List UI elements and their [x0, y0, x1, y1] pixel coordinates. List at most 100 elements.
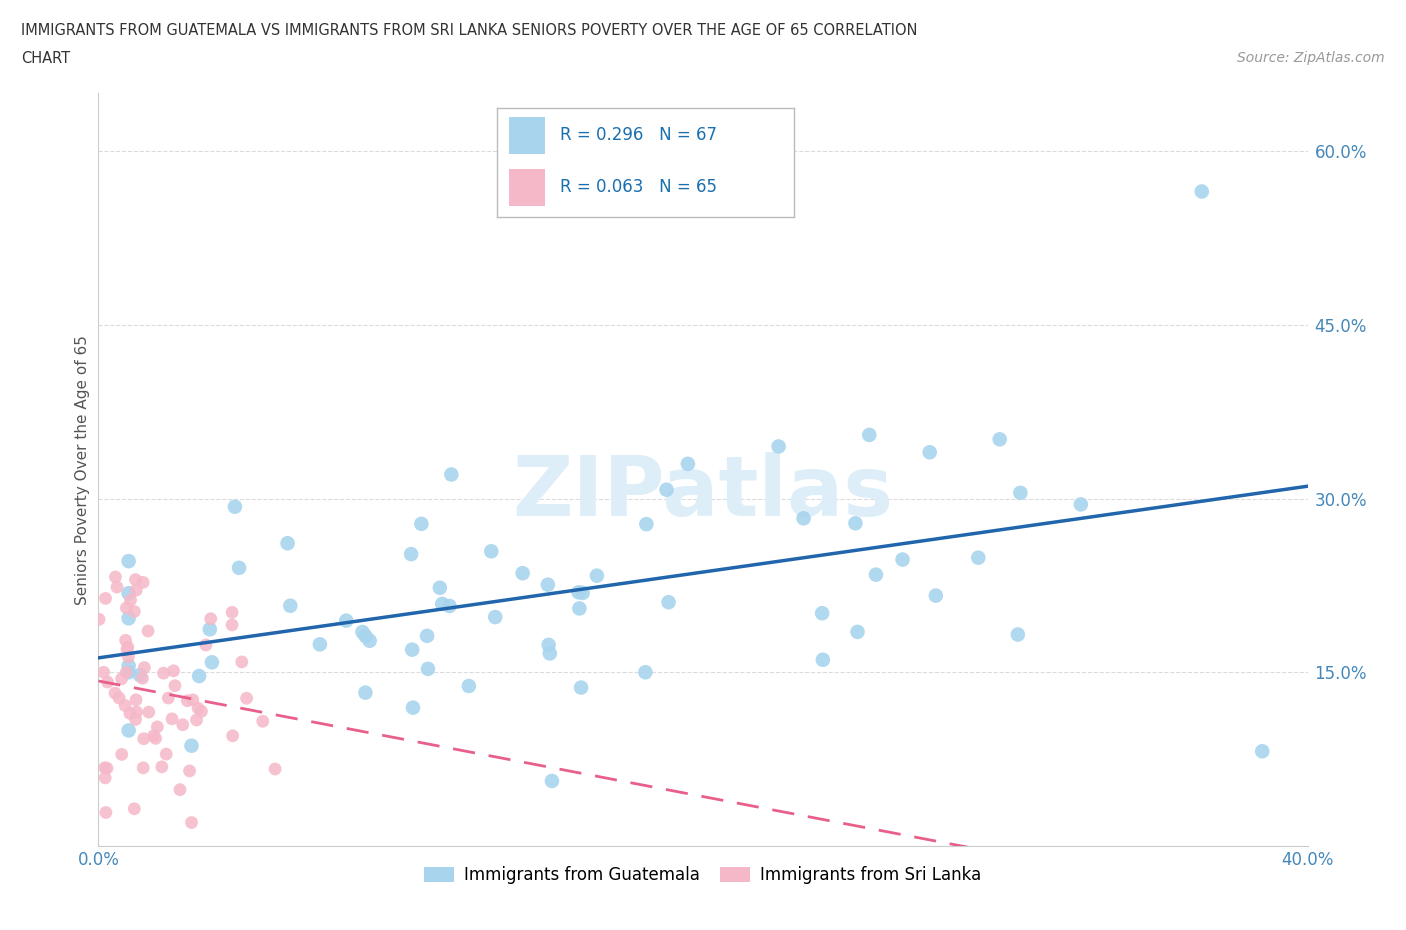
Point	[221, 604, 243, 619]
Point	[636, 517, 658, 532]
Point	[352, 625, 374, 640]
Point	[115, 665, 138, 680]
Point	[655, 483, 678, 498]
Point	[118, 723, 141, 737]
Point	[846, 624, 869, 639]
Point	[440, 467, 463, 482]
Point	[179, 764, 201, 778]
Point	[152, 666, 174, 681]
Point	[401, 643, 423, 658]
Point	[94, 770, 117, 785]
Point	[512, 565, 534, 580]
Point	[118, 706, 141, 721]
Point	[117, 640, 139, 655]
Point	[186, 712, 208, 727]
Point	[479, 544, 502, 559]
Point	[117, 649, 139, 664]
Point	[118, 658, 141, 673]
Point	[537, 578, 560, 592]
Point	[194, 638, 217, 653]
Point	[162, 663, 184, 678]
Point	[569, 680, 592, 695]
Point	[231, 655, 253, 670]
Point	[124, 712, 146, 727]
Point	[180, 815, 202, 830]
Point	[399, 547, 422, 562]
Point	[104, 569, 127, 584]
Point	[768, 439, 790, 454]
Point	[131, 671, 153, 685]
Point	[124, 572, 146, 587]
Point	[97, 674, 120, 689]
Y-axis label: Seniors Poverty Over the Age of 65: Seniors Poverty Over the Age of 65	[75, 335, 90, 604]
Point	[150, 760, 173, 775]
Point	[844, 516, 866, 531]
Point	[94, 761, 117, 776]
Point	[128, 668, 150, 683]
Point	[278, 598, 301, 613]
Point	[114, 698, 136, 713]
Point	[201, 655, 224, 670]
Point	[416, 629, 439, 644]
Point	[108, 690, 131, 705]
Point	[967, 551, 990, 565]
Point	[676, 457, 699, 472]
Point	[429, 580, 451, 595]
Point	[111, 747, 134, 762]
Point	[114, 633, 136, 648]
Point	[142, 728, 165, 743]
Point	[163, 678, 186, 693]
Point	[228, 561, 250, 576]
Point	[105, 579, 128, 594]
Point	[134, 660, 156, 675]
Point	[198, 622, 221, 637]
Point	[988, 432, 1011, 446]
Point	[541, 774, 564, 789]
Point	[309, 637, 332, 652]
Point	[124, 604, 146, 619]
Point	[221, 618, 243, 632]
Point	[925, 588, 948, 603]
Point	[918, 445, 941, 459]
Point	[132, 575, 155, 590]
Point	[658, 595, 681, 610]
Point	[132, 731, 155, 746]
Point	[188, 669, 211, 684]
Point	[1007, 627, 1029, 642]
Point	[359, 633, 381, 648]
Point	[432, 596, 454, 611]
Point	[811, 605, 834, 620]
Point	[115, 642, 138, 657]
Point	[118, 665, 141, 680]
Point	[104, 685, 127, 700]
Text: Source: ZipAtlas.com: Source: ZipAtlas.com	[1237, 51, 1385, 65]
Text: IMMIGRANTS FROM GUATEMALA VS IMMIGRANTS FROM SRI LANKA SENIORS POVERTY OVER THE : IMMIGRANTS FROM GUATEMALA VS IMMIGRANTS …	[21, 23, 918, 38]
Point	[138, 705, 160, 720]
Point	[120, 592, 142, 607]
Point	[93, 665, 115, 680]
Point	[200, 611, 222, 626]
Legend: Immigrants from Guatemala, Immigrants from Sri Lanka: Immigrants from Guatemala, Immigrants fr…	[418, 859, 988, 891]
Point	[439, 599, 461, 614]
Point	[94, 591, 117, 605]
Point	[264, 762, 287, 777]
Point	[634, 665, 657, 680]
Point	[181, 693, 204, 708]
Point	[145, 731, 167, 746]
Point	[118, 611, 141, 626]
Point	[568, 601, 591, 616]
Point	[537, 637, 560, 652]
Point	[180, 738, 202, 753]
Point	[169, 782, 191, 797]
Point	[157, 691, 180, 706]
Point	[125, 705, 148, 720]
Point	[125, 583, 148, 598]
Point	[125, 692, 148, 707]
Point	[221, 728, 243, 743]
Point	[124, 802, 146, 817]
Point	[891, 552, 914, 567]
Point	[118, 553, 141, 568]
Point	[115, 601, 138, 616]
Point	[354, 685, 377, 700]
Point	[87, 612, 110, 627]
